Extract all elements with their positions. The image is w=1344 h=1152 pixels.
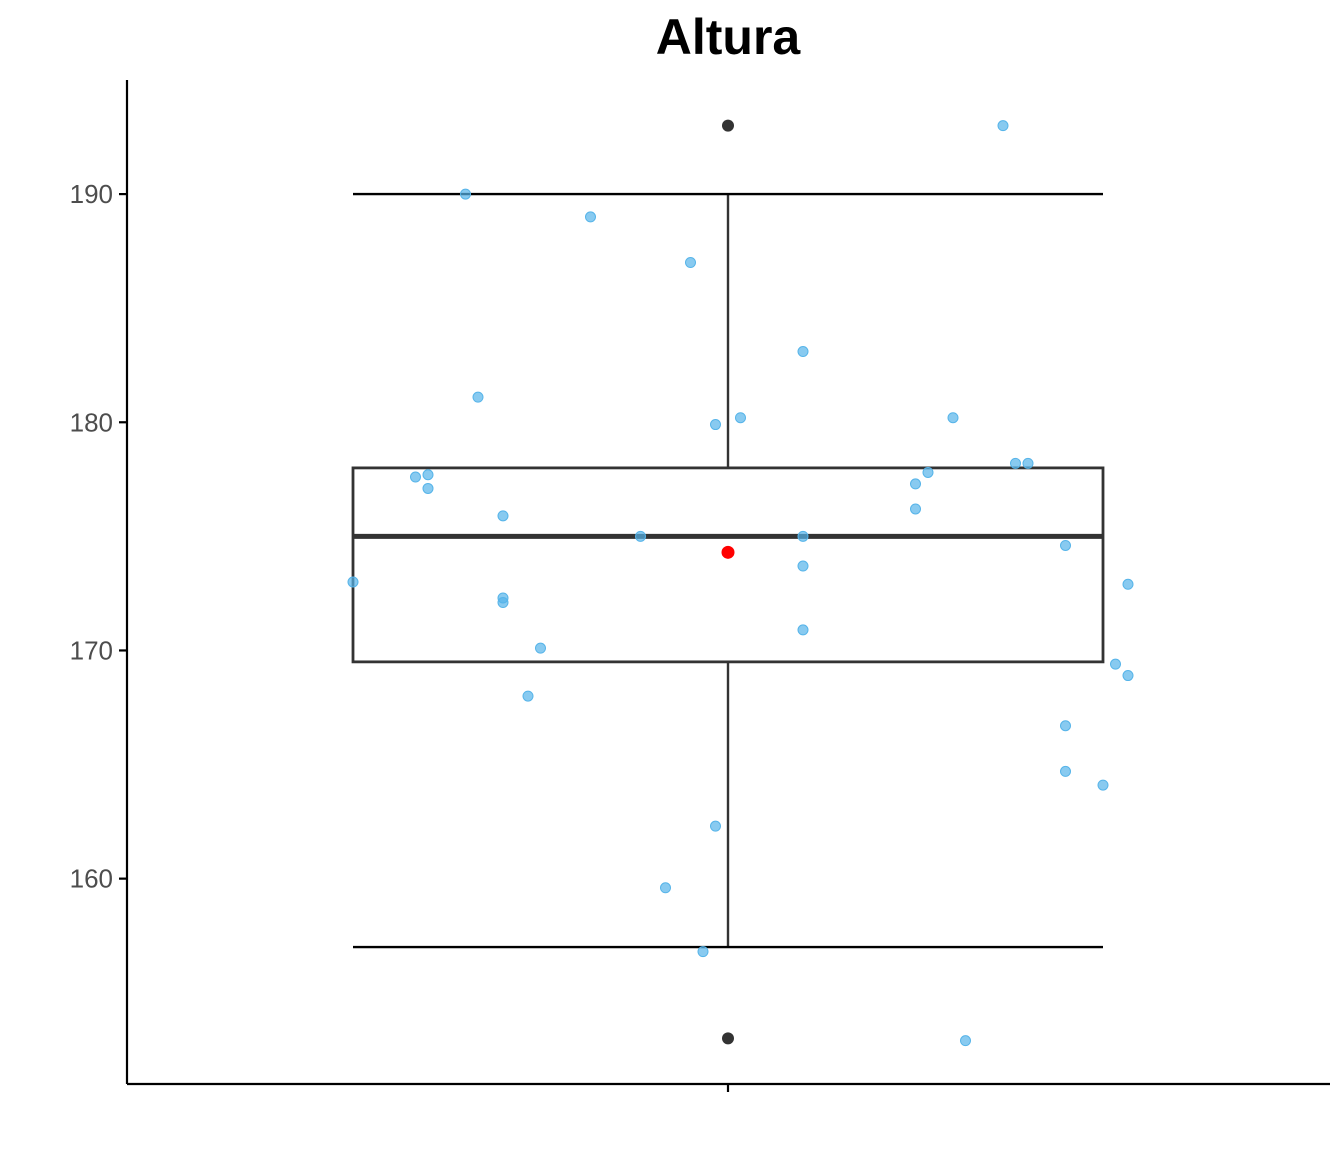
jitter-point <box>710 419 721 431</box>
jitter-point <box>522 690 534 702</box>
jitter-point <box>1010 457 1021 469</box>
y-tick-label: 180 <box>70 407 113 437</box>
plot-area: 160 170 180 190 <box>70 80 1330 1092</box>
jitter-point <box>797 530 809 542</box>
jitter-point <box>947 412 959 424</box>
jitter-point <box>1110 658 1121 670</box>
jitter-point <box>797 560 809 572</box>
chart-title: Altura <box>656 9 802 65</box>
jitter-point <box>960 1035 971 1047</box>
mean-point <box>721 545 735 559</box>
y-tick-label: 190 <box>70 179 113 209</box>
jitter-point <box>922 466 934 478</box>
jitter-point <box>910 503 921 515</box>
outlier-point <box>722 119 734 132</box>
jitter-point <box>635 530 646 542</box>
outlier-point <box>722 1032 734 1045</box>
jitter-point <box>497 510 509 522</box>
jitter-point <box>347 576 359 588</box>
jitter-point <box>1122 578 1134 590</box>
jitter-point <box>535 642 546 654</box>
jitter-point <box>685 257 696 269</box>
jitter-point <box>1060 539 1071 551</box>
jitter-point <box>422 482 434 494</box>
y-tick-label: 160 <box>70 864 113 894</box>
interquartile-box <box>351 466 1105 664</box>
jitter-point <box>1060 765 1071 777</box>
jitter-point <box>910 478 921 490</box>
jitter-point <box>1097 779 1109 791</box>
jitter-point <box>1022 457 1034 469</box>
jitter-point <box>735 412 746 424</box>
jitter-point <box>460 188 471 200</box>
jitter-point <box>1122 670 1134 682</box>
y-tick-label: 170 <box>70 635 113 665</box>
jitter-point <box>1060 720 1071 732</box>
jitter-point <box>422 469 434 481</box>
jitter-point <box>497 597 509 609</box>
jitter-point <box>710 820 721 832</box>
jitter-point <box>697 946 709 958</box>
jitter-point <box>797 346 809 358</box>
jitter-point <box>997 120 1009 132</box>
jitter-point <box>797 624 809 636</box>
jitter-point <box>585 211 596 223</box>
jitter-point <box>660 882 671 894</box>
jitter-point <box>472 391 484 403</box>
jitter-point <box>410 471 421 483</box>
